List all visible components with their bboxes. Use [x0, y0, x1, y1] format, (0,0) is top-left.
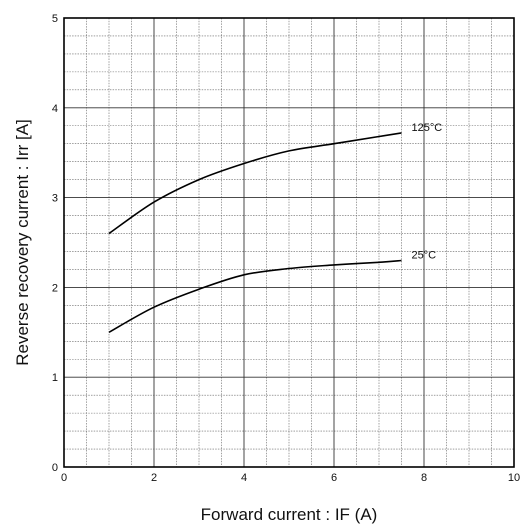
x-tick-label: 10: [508, 472, 520, 484]
x-axis-title: Forward current : IF (A): [201, 505, 378, 524]
series-labels: 125°C 25°C: [412, 122, 443, 262]
y-tick-label: 2: [52, 282, 58, 294]
y-axis-tick-labels: 0 1 2 3 4 5: [52, 13, 58, 474]
x-tick-label: 4: [241, 472, 247, 484]
x-axis-tick-labels: 0 2 4 6 8 10: [61, 472, 520, 484]
series-line-0: [109, 133, 402, 234]
x-tick-label: 0: [61, 472, 67, 484]
x-tick-label: 2: [151, 472, 157, 484]
y-tick-label: 5: [52, 13, 58, 25]
series-line-1: [109, 261, 402, 333]
x-tick-label: 6: [331, 472, 337, 484]
series-label-0: 125°C: [412, 122, 443, 134]
y-tick-label: 1: [52, 372, 58, 384]
y-tick-label: 4: [52, 103, 58, 115]
series-lines: [109, 133, 402, 332]
x-tick-label: 8: [421, 472, 427, 484]
y-tick-label: 3: [52, 193, 58, 205]
series-label-1: 25°C: [412, 249, 437, 261]
minor-grid: [64, 18, 514, 467]
y-tick-label: 0: [52, 462, 58, 474]
y-axis-title: Reverse recovery current : Irr [A]: [13, 119, 32, 366]
